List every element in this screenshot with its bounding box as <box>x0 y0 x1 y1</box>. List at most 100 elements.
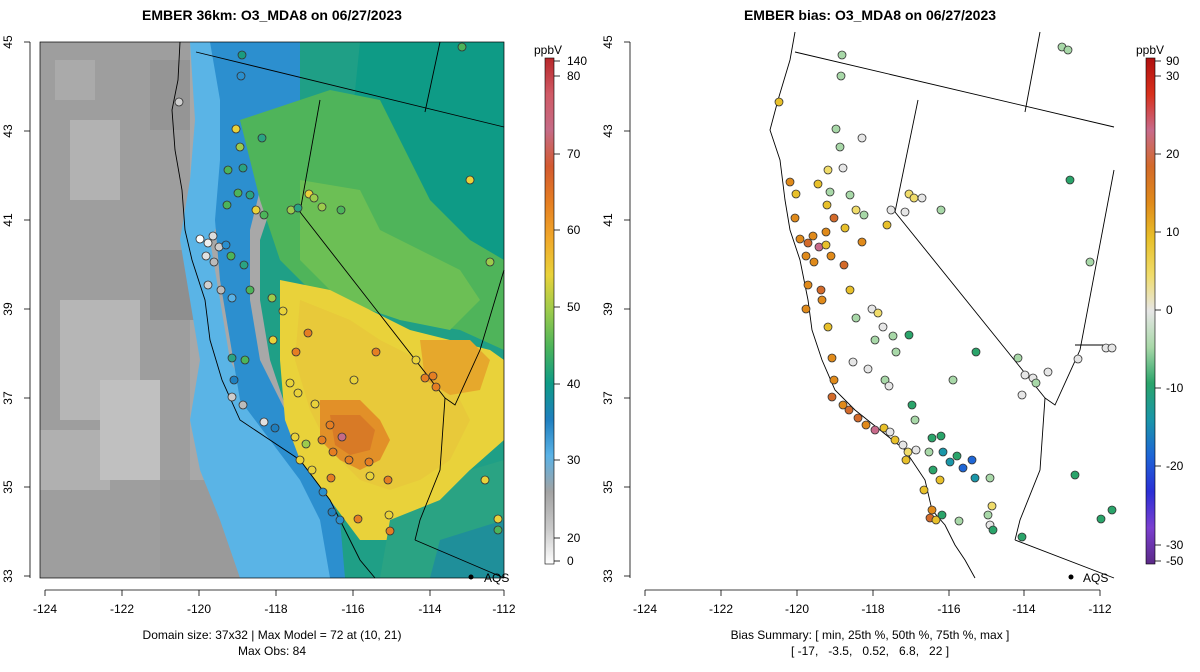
bias-marker <box>829 375 839 385</box>
bias-marker <box>838 163 848 173</box>
bias-marker <box>1013 353 1023 363</box>
obs-marker <box>307 465 317 475</box>
obs-marker <box>337 432 347 442</box>
bias-marker <box>774 97 784 107</box>
obs-marker <box>365 471 375 481</box>
right-colorbar-tick: -10 <box>1166 381 1184 395</box>
obs-marker <box>428 371 438 381</box>
bias-marker <box>826 251 836 261</box>
bias-marker <box>836 71 846 81</box>
bias-marker <box>1085 257 1095 267</box>
bias-marker <box>859 210 869 220</box>
bias-marker <box>823 165 833 175</box>
bias-marker <box>1096 514 1106 524</box>
obs-marker <box>221 240 231 250</box>
bias-marker <box>840 223 850 233</box>
bias-marker <box>821 227 831 237</box>
obs-marker <box>301 439 311 449</box>
bias-marker <box>822 200 832 210</box>
obs-marker <box>291 347 301 357</box>
right-title: EMBER bias: O3_MDA8 on 06/27/2023 <box>744 7 996 23</box>
obs-marker <box>223 165 233 175</box>
lon-label: -122 <box>709 602 733 616</box>
bias-marker <box>909 193 919 203</box>
right-colorbar-tick: 20 <box>1166 147 1180 161</box>
bias-marker <box>985 473 995 483</box>
bias-marker <box>827 353 837 363</box>
left-axis-ticks <box>24 41 505 596</box>
bias-marker <box>910 415 920 425</box>
bias-marker <box>886 205 896 215</box>
bias-marker <box>904 330 914 340</box>
bias-marker <box>903 447 913 457</box>
left-map-panel: EMBER 36km: O3_MDA8 on 06/27/2023 <box>1 7 587 658</box>
bias-marker <box>1073 354 1083 364</box>
bias-marker <box>948 375 958 385</box>
obs-marker <box>457 42 467 52</box>
obs-marker <box>353 514 363 524</box>
lon-label: -114 <box>418 602 441 616</box>
bias-marker <box>801 251 811 261</box>
aqs-station-marker <box>468 574 474 580</box>
obs-marker <box>325 420 335 430</box>
bias-marker <box>851 313 861 323</box>
left-caption-line2: Max Obs: 84 <box>238 644 306 658</box>
bias-marker <box>888 331 898 341</box>
left-colorbar: ppbV 140 80 70 60 50 40 30 20 0 <box>534 43 587 568</box>
bias-marker <box>821 240 831 250</box>
left-lat-labels: 45 43 41 39 37 35 33 <box>1 35 15 583</box>
obs-marker <box>237 50 247 60</box>
lat-label: 41 <box>601 213 615 227</box>
bias-marker <box>823 322 833 332</box>
bias-marker <box>919 485 929 495</box>
bias-marker <box>898 440 908 450</box>
obs-marker <box>227 353 237 363</box>
bias-marker <box>954 516 964 526</box>
obs-marker <box>227 392 237 402</box>
obs-marker <box>203 280 213 290</box>
bias-marker <box>870 335 880 345</box>
obs-marker <box>349 375 359 385</box>
aqs-station-label: AQS <box>1083 571 1108 585</box>
bias-marker <box>835 142 845 152</box>
obs-marker <box>226 251 236 261</box>
right-colorbar: ppbV 90 30 20 10 0 -10 -20 -30 -50 <box>1136 43 1184 568</box>
bias-marker <box>936 205 946 215</box>
bias-marker <box>857 237 867 247</box>
lon-label: -114 <box>1012 602 1035 616</box>
left-colorbar-tick: 60 <box>567 223 581 237</box>
bias-marker <box>971 347 981 357</box>
lon-label: -120 <box>785 602 809 616</box>
left-colorbar-tick: 70 <box>567 147 581 161</box>
left-colorbar-unit: ppbV <box>534 43 562 57</box>
right-map-panel: EMBER bias: O3_MDA8 on 06/27/2023 <box>601 7 1184 658</box>
bias-marker <box>879 423 889 433</box>
right-observations <box>774 42 1117 542</box>
left-colorbar-tick: 40 <box>567 377 581 391</box>
bias-marker <box>937 510 947 520</box>
right-colorbar-tick: -30 <box>1166 538 1184 552</box>
right-caption-line2: [ -17, -3.5, 0.52, 6.8, 22 ] <box>791 644 949 658</box>
lat-label: 35 <box>1 480 15 494</box>
bias-marker <box>827 392 837 402</box>
obs-marker <box>318 487 328 497</box>
bias-marker <box>936 431 946 441</box>
obs-marker <box>383 475 393 485</box>
bias-marker <box>917 193 927 203</box>
lat-label: 43 <box>1 124 15 138</box>
bias-marker <box>816 285 826 295</box>
bias-marker <box>837 50 847 60</box>
left-colorbar-tick: 140 <box>567 54 587 68</box>
bias-marker <box>901 455 911 465</box>
right-colorbar-tick: -50 <box>1166 554 1184 568</box>
obs-marker <box>431 382 441 392</box>
bias-marker <box>813 179 823 189</box>
bias-marker <box>803 280 813 290</box>
obs-marker <box>336 205 346 215</box>
left-lon-labels: -124 -122 -120 -118 -116 -114 -112 <box>33 602 516 616</box>
bias-marker <box>891 347 901 357</box>
bias-marker <box>1070 470 1080 480</box>
bias-marker <box>945 457 955 467</box>
bias-marker <box>983 510 993 520</box>
